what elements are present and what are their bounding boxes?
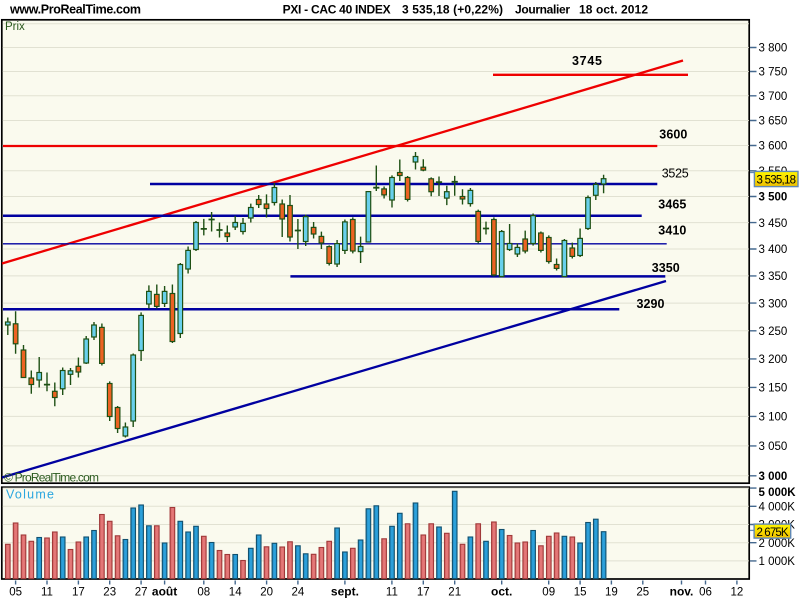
svg-text:17: 17 [72, 587, 85, 599]
svg-text:août: août [152, 585, 177, 599]
svg-text:3 750: 3 750 [759, 67, 788, 79]
svg-text:14: 14 [229, 587, 242, 599]
svg-text:18 oct. 2012: 18 oct. 2012 [579, 3, 648, 17]
svg-text:12: 12 [731, 587, 744, 599]
svg-text:3 100: 3 100 [759, 412, 788, 424]
svg-text:3 500: 3 500 [759, 192, 788, 204]
svg-text:3 535,18: 3 535,18 [757, 175, 797, 187]
svg-text:08: 08 [197, 587, 210, 599]
svg-text:3 000: 3 000 [759, 471, 788, 483]
svg-text:05: 05 [9, 587, 22, 599]
svg-text:3350: 3350 [652, 261, 680, 275]
svg-text:3 200: 3 200 [759, 354, 788, 366]
svg-text:3290: 3290 [637, 297, 665, 311]
svg-text:3410: 3410 [658, 223, 686, 237]
svg-text:27: 27 [135, 587, 148, 599]
svg-text:2 675K: 2 675K [757, 527, 789, 539]
svg-text:2 000K: 2 000K [759, 538, 796, 550]
svg-text:3 300: 3 300 [759, 298, 788, 310]
svg-text:11: 11 [386, 587, 398, 599]
svg-text:3 250: 3 250 [759, 326, 788, 338]
svg-text:21: 21 [448, 587, 461, 599]
svg-text:www.ProRealTime.com: www.ProRealTime.com [9, 3, 141, 17]
svg-text:19: 19 [605, 587, 618, 599]
svg-text:3525: 3525 [662, 167, 689, 181]
svg-text:PXI - CAC 40 INDEX: PXI - CAC 40 INDEX [283, 3, 391, 17]
svg-text:11: 11 [41, 587, 53, 599]
svg-text:20: 20 [260, 587, 273, 599]
svg-text:15: 15 [574, 587, 587, 599]
svg-text:3 150: 3 150 [759, 383, 788, 395]
svg-text:3 535,18 (+0,22%): 3 535,18 (+0,22%) [402, 3, 503, 17]
svg-text:3 350: 3 350 [759, 271, 788, 283]
svg-text:Prix: Prix [5, 21, 25, 33]
svg-text:23: 23 [103, 587, 116, 599]
svg-text:24: 24 [292, 587, 305, 599]
svg-text:nov.: nov. [670, 585, 694, 599]
svg-text:3465: 3465 [658, 197, 686, 211]
svg-text:3 650: 3 650 [759, 116, 788, 128]
svg-text:3 400: 3 400 [759, 244, 788, 256]
svg-text:06: 06 [699, 587, 712, 599]
svg-text:3 050: 3 050 [759, 441, 788, 453]
svg-text:1 000K: 1 000K [759, 556, 796, 568]
svg-text:sept.: sept. [331, 585, 359, 599]
svg-text:3 700: 3 700 [759, 91, 788, 103]
svg-text:5 000K: 5 000K [759, 487, 797, 499]
svg-text:09: 09 [542, 587, 555, 599]
svg-text:3745: 3745 [572, 54, 602, 68]
svg-text:3 800: 3 800 [759, 43, 788, 55]
svg-text:3 450: 3 450 [759, 218, 788, 230]
svg-text:4 000K: 4 000K [759, 502, 796, 514]
svg-text:25: 25 [636, 587, 649, 599]
svg-text:3600: 3600 [659, 128, 687, 142]
svg-text:3 600: 3 600 [759, 141, 788, 153]
svg-text:Volume: Volume [6, 488, 54, 502]
svg-text:17: 17 [417, 587, 430, 599]
svg-text:© ProRealTime.com: © ProRealTime.com [4, 471, 99, 485]
svg-text:Journalier: Journalier [515, 3, 570, 17]
svg-text:oct.: oct. [491, 585, 512, 599]
